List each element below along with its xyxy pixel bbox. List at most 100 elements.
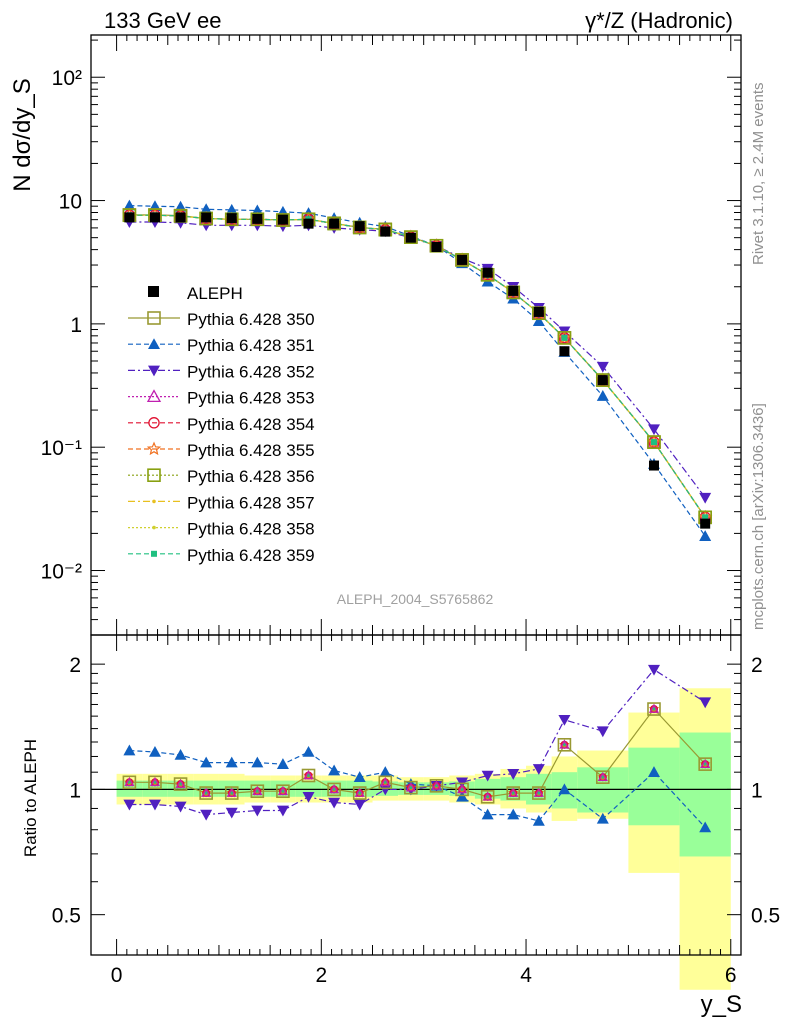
ratio-point bbox=[599, 774, 606, 781]
legend-marker bbox=[146, 441, 162, 456]
data-point bbox=[252, 213, 263, 224]
legend-marker bbox=[151, 550, 157, 557]
y-axis-label-top: N dσ/dy_S bbox=[9, 78, 36, 192]
data-point bbox=[329, 218, 340, 229]
ratio-point bbox=[277, 785, 289, 796]
header-right: γ*/Z (Hadronic) bbox=[585, 8, 733, 33]
ratio-point bbox=[647, 702, 661, 716]
x-tick-label: 0 bbox=[111, 964, 123, 987]
ratio-point bbox=[596, 812, 609, 824]
y-tick-label: 10⁻² bbox=[41, 561, 82, 584]
ratio-point bbox=[175, 778, 186, 788]
ratio-point bbox=[557, 737, 572, 752]
ratio-point bbox=[328, 797, 341, 809]
data-point bbox=[431, 242, 442, 253]
ratio-point bbox=[329, 784, 340, 794]
uncertainty-bands bbox=[116, 688, 731, 990]
band-inner bbox=[295, 780, 322, 797]
legend-label: Pythia 6.428 359 bbox=[187, 546, 315, 565]
axis-ticks: 10⁻² 10⁻¹ 1 10 10² 0.5 0.5 1 1 2 2 0 2 4 6 bbox=[41, 35, 780, 987]
ratio-point bbox=[199, 786, 213, 800]
ratio-point bbox=[148, 775, 162, 790]
legend-label: Pythia 6.428 351 bbox=[187, 336, 315, 355]
series-point bbox=[647, 424, 660, 436]
ratio-point bbox=[151, 779, 158, 786]
legend-label: Pythia 6.428 352 bbox=[187, 362, 315, 381]
header-left: 133 GeV ee bbox=[104, 8, 221, 33]
data-point bbox=[482, 267, 493, 278]
ratio-point bbox=[250, 784, 265, 799]
ratio-point bbox=[455, 782, 469, 797]
ratio-point bbox=[533, 787, 544, 797]
series-point bbox=[702, 514, 709, 521]
ratio-point bbox=[508, 787, 519, 797]
legend-label: Pythia 6.428 356 bbox=[187, 467, 315, 486]
ratio-point bbox=[174, 801, 187, 813]
ratio-point bbox=[650, 706, 657, 713]
ratio-point bbox=[327, 782, 341, 797]
data-point bbox=[175, 212, 186, 223]
y-tick-label: 10² bbox=[52, 67, 82, 90]
ratio-point bbox=[484, 793, 491, 800]
series-point bbox=[123, 199, 136, 211]
series-point bbox=[557, 331, 572, 345]
legend-label: Pythia 6.428 358 bbox=[187, 520, 315, 539]
data-point bbox=[354, 221, 365, 232]
band-inner bbox=[679, 732, 731, 857]
ratio-point bbox=[254, 788, 261, 795]
series-point bbox=[650, 439, 657, 446]
data-point bbox=[508, 285, 519, 296]
legend-marker bbox=[148, 417, 160, 429]
data-point bbox=[405, 232, 416, 243]
legend-marker bbox=[152, 499, 156, 504]
ratio-point bbox=[647, 664, 660, 676]
series-point bbox=[532, 315, 545, 327]
ratio-point bbox=[648, 703, 660, 713]
ratio-point bbox=[699, 821, 712, 833]
series-point bbox=[200, 203, 213, 215]
ratio-point bbox=[177, 781, 184, 788]
ratio-point bbox=[433, 782, 440, 789]
ratio-point bbox=[379, 784, 392, 796]
ratio-point bbox=[532, 764, 545, 775]
ratio-point bbox=[596, 770, 610, 784]
rivet-version-label: Rivet 3.1.10, ≥ 2.4M events bbox=[750, 83, 767, 266]
series-point bbox=[699, 492, 712, 504]
ratio-tick-label-left: 0.5 bbox=[52, 905, 81, 928]
ratio-point bbox=[482, 791, 493, 801]
ratio-point bbox=[380, 776, 391, 787]
ratio-point bbox=[174, 748, 187, 760]
ratio-point bbox=[303, 770, 314, 780]
ratio-point bbox=[251, 805, 264, 817]
data-point bbox=[124, 212, 135, 223]
ratio-point bbox=[507, 769, 520, 780]
ratio-point bbox=[354, 787, 365, 797]
ratio-point bbox=[429, 779, 444, 793]
mcplots-site-label: mcplots.cern.ch [arXiv:1306.3436] bbox=[750, 403, 767, 630]
legend-marker bbox=[148, 338, 160, 349]
ratio-point bbox=[698, 757, 712, 771]
series-point bbox=[596, 373, 610, 387]
legend-label: Pythia 6.428 355 bbox=[187, 441, 315, 460]
ratio-point bbox=[561, 741, 568, 748]
ratio-point bbox=[305, 772, 312, 779]
series-point bbox=[276, 213, 290, 227]
ratio-point bbox=[510, 790, 517, 797]
legend-marker bbox=[147, 311, 161, 325]
ratio-point bbox=[149, 776, 161, 787]
data-point bbox=[597, 375, 608, 386]
ratio-point bbox=[126, 779, 133, 786]
ratio-point bbox=[382, 779, 389, 786]
ratio-point bbox=[252, 785, 263, 796]
x-axis-label: y_S bbox=[701, 991, 742, 1018]
ratio-point bbox=[559, 739, 570, 749]
data-point bbox=[700, 518, 711, 529]
ratio-point bbox=[404, 780, 418, 795]
ratio-point bbox=[699, 697, 712, 709]
series-point bbox=[225, 203, 238, 215]
x-tick-label: 6 bbox=[725, 964, 737, 987]
ratio-point bbox=[224, 786, 239, 800]
data-point bbox=[226, 213, 237, 224]
data-point bbox=[380, 226, 391, 237]
data-point bbox=[277, 214, 288, 225]
